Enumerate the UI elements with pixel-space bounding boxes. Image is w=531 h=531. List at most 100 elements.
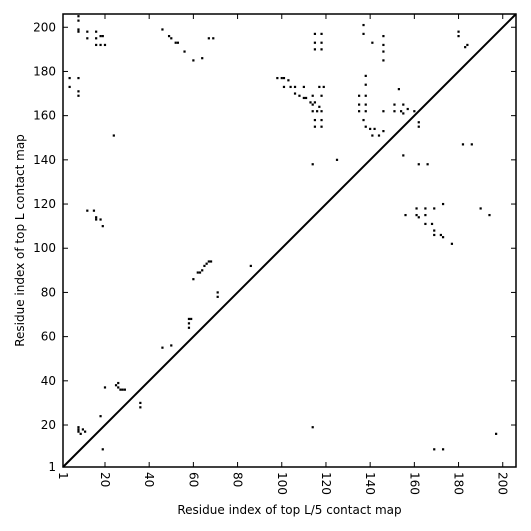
contact-point (358, 110, 361, 113)
contact-point (488, 213, 491, 217)
contact-point (404, 213, 407, 217)
contact-point (99, 415, 102, 418)
contact-point (187, 326, 191, 329)
contact-point (369, 127, 372, 131)
x-tick-label: 100 (275, 472, 289, 495)
contact-point (457, 34, 460, 38)
contact-point (161, 346, 164, 349)
contact-point (402, 112, 405, 115)
contact-point (207, 37, 210, 40)
contact-point (466, 43, 469, 47)
contact-point (373, 127, 376, 131)
contact-point (298, 94, 301, 97)
contact-point (77, 15, 80, 18)
contact-point (322, 85, 325, 89)
contact-point (417, 216, 420, 219)
contact-point (187, 322, 191, 325)
contact-point (77, 426, 80, 429)
contact-point (174, 41, 177, 44)
x-tick-label: 200 (496, 472, 510, 495)
x-tick-label: 80 (231, 472, 245, 487)
contact-point (362, 23, 365, 27)
contact-point (86, 209, 89, 212)
contact-point (318, 85, 321, 89)
contact-point (293, 92, 297, 95)
contact-point (176, 41, 180, 44)
contact-point (170, 344, 173, 347)
contact-point (68, 76, 71, 80)
contact-point (77, 19, 80, 22)
contact-point (464, 46, 467, 49)
contact-point (364, 103, 367, 106)
contact-point (212, 37, 215, 40)
contact-point (439, 233, 442, 237)
contact-point (362, 118, 365, 122)
y-axis-label: Residue index of top L contact map (13, 134, 27, 347)
contact-point (406, 107, 409, 111)
contact-point (457, 30, 460, 33)
x-axis-label: Residue index of top L/5 contact map (177, 503, 401, 517)
contact-point (86, 37, 89, 40)
contact-point (201, 269, 204, 272)
contact-point (95, 37, 98, 40)
contact-point (287, 79, 290, 82)
contact-point (311, 426, 314, 429)
contact-point (203, 264, 206, 268)
x-tick-label: 140 (363, 472, 377, 495)
contact-point (121, 388, 124, 391)
contact-point (320, 110, 323, 113)
contact-point (103, 386, 107, 389)
contact-point (313, 48, 317, 51)
contact-point (81, 428, 84, 431)
contact-point (304, 96, 308, 100)
contact-point (424, 222, 427, 226)
contact-point (313, 125, 317, 128)
contact-point (95, 218, 98, 221)
y-tick-label: 100 (33, 241, 56, 255)
contact-point (209, 260, 213, 263)
contact-point (311, 103, 314, 106)
y-tick-label: 200 (33, 20, 56, 34)
contact-point (192, 278, 195, 281)
contact-point (77, 430, 80, 433)
contact-point (402, 154, 405, 157)
contact-point (311, 110, 314, 113)
contact-point (362, 32, 365, 35)
contact-point (187, 317, 191, 321)
contact-point (112, 134, 115, 137)
x-tick-label: 120 (319, 472, 333, 495)
contact-point (190, 317, 193, 321)
contact-point (424, 213, 427, 217)
contact-point (417, 121, 420, 124)
contact-point (99, 34, 102, 38)
contact-point (114, 384, 118, 387)
contact-point (441, 448, 445, 451)
contact-point (95, 30, 98, 33)
contact-point (192, 59, 195, 62)
contact-point (302, 85, 305, 89)
contact-point (101, 448, 104, 451)
contact-point (382, 43, 385, 47)
contact-point (117, 381, 120, 385)
contact-point (397, 88, 400, 91)
contact-point (101, 34, 104, 38)
contact-point (86, 30, 89, 33)
contact-point (99, 218, 102, 221)
contact-point (377, 134, 381, 137)
contact-point (313, 41, 317, 44)
diagonal-line (62, 13, 517, 468)
contact-point (311, 94, 314, 97)
y-tick-label: 40 (41, 374, 56, 388)
contact-point (139, 406, 142, 409)
y-tick-label: 80 (41, 285, 56, 299)
contact-point (161, 28, 164, 31)
contact-point (123, 388, 126, 391)
contact-point (198, 271, 202, 274)
contact-point (293, 85, 297, 89)
y-tick-label: 1 (48, 460, 56, 474)
contact-point (450, 242, 454, 245)
contact-point (289, 85, 292, 89)
contact-point (393, 110, 396, 113)
contact-point (95, 43, 98, 47)
y-tick-label: 20 (41, 418, 56, 432)
